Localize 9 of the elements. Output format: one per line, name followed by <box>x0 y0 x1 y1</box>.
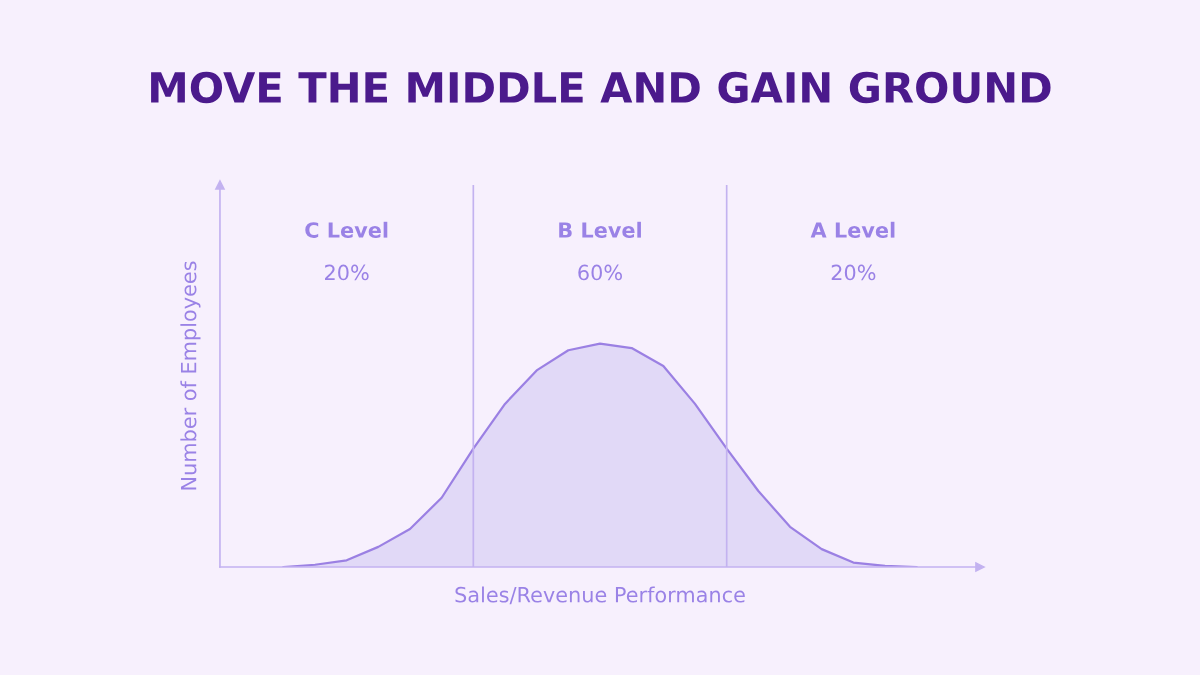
text: C Level <box>305 221 388 238</box>
x-axis-title: Sales/Revenue Performance <box>455 586 745 605</box>
text: A Level <box>810 221 895 238</box>
chart-title: MOVE THE MIDDLE AND GAIN GROUND <box>151 71 1051 104</box>
y-axis-title: Number of Employees <box>180 261 201 490</box>
text: 20% <box>831 264 876 281</box>
text: 60% <box>578 264 622 281</box>
text: B Level <box>559 221 641 238</box>
text: 20% <box>325 264 369 281</box>
